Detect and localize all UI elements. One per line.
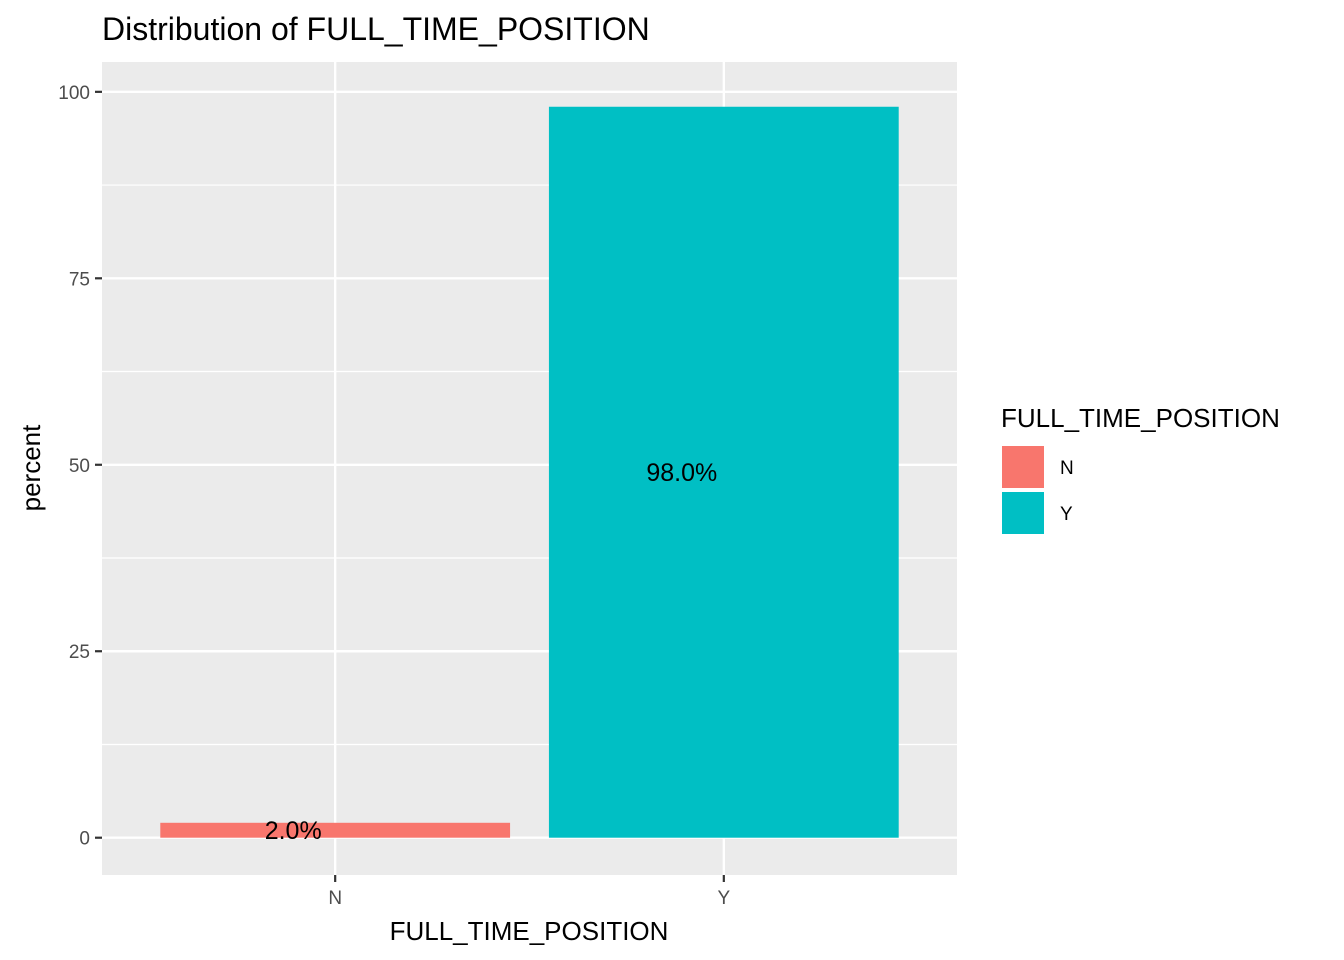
- data-label-Y: 98.0%: [646, 459, 717, 487]
- legend: FULL_TIME_POSITION N Y: [1000, 403, 1280, 536]
- bar-N: [160, 822, 511, 838]
- y-tick-label: 0: [79, 829, 90, 850]
- y-tick-label: 25: [69, 642, 90, 663]
- y-axis-title: percent: [16, 424, 46, 511]
- data-labels: 2.0% 98.0%: [265, 459, 718, 845]
- x-axis-title: FULL_TIME_POSITION: [390, 916, 669, 946]
- legend-swatch-Y: [1000, 490, 1046, 536]
- data-label-N: 2.0%: [265, 817, 322, 845]
- y-tick-label: 100: [58, 83, 90, 104]
- bars: [160, 106, 899, 838]
- legend-title: FULL_TIME_POSITION: [1001, 403, 1280, 433]
- legend-label-N: N: [1060, 458, 1074, 479]
- x-tick-label-Y: Y: [717, 888, 730, 909]
- legend-label-Y: Y: [1060, 504, 1073, 525]
- bar-Y: [548, 106, 899, 838]
- y-axis: 0 25 50 75 100: [58, 83, 102, 850]
- y-tick-label: 50: [69, 456, 90, 477]
- chart-title: Distribution of FULL_TIME_POSITION: [102, 11, 650, 47]
- x-tick-label-N: N: [328, 888, 342, 909]
- legend-swatch-N: [1000, 444, 1046, 490]
- y-tick-label: 75: [69, 269, 90, 290]
